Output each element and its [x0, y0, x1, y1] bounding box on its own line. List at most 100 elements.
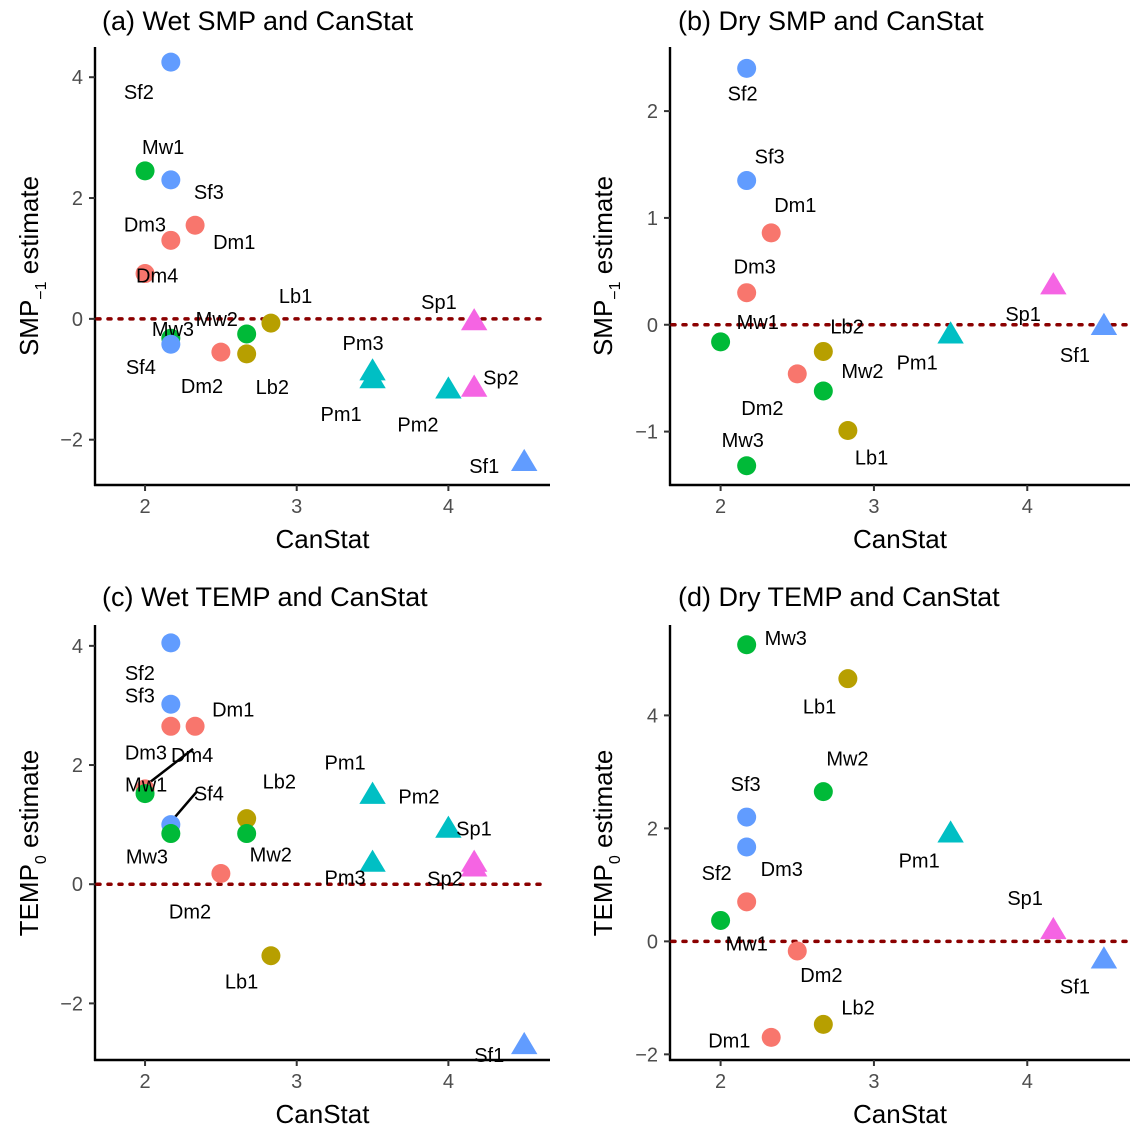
data-point-lb1 [261, 946, 281, 966]
x-tick-label: 3 [868, 496, 879, 518]
data-point-dm4 [135, 264, 155, 284]
x-tick-label: 4 [1022, 496, 1033, 518]
data-point-dm1 [761, 1027, 781, 1047]
point-label-sf3: Sf3 [731, 774, 761, 796]
data-point-sf3 [737, 807, 757, 827]
data-point-pm1 [937, 321, 964, 344]
point-label-dm4: Dm4 [136, 266, 178, 288]
panel-d: (d) Dry TEMP and CanStat 2 3 4 −2 0 2 4 CanStat T… [588, 582, 1130, 1129]
data-point-mw3 [737, 456, 757, 476]
data-point-mw2 [237, 824, 257, 844]
point-label-sf2: Sf2 [125, 663, 155, 685]
point-label-mw3: Mw3 [152, 319, 194, 341]
data-point-dm3 [161, 716, 181, 736]
point-label-pm1: Pm1 [897, 352, 938, 374]
point-label-mw3: Mw3 [765, 628, 807, 650]
data-point-sf3 [161, 694, 181, 714]
y-tick-label: 1 [647, 208, 658, 230]
point-label-sf1: Sf1 [474, 1045, 504, 1067]
data-point-dm1 [185, 716, 205, 736]
point-label-dm3: Dm3 [125, 742, 167, 764]
data-point-pm2 [435, 376, 462, 399]
point-label-dm2: Dm2 [169, 901, 211, 923]
data-point-sf1 [1090, 946, 1118, 969]
data-point-mw3 [161, 824, 181, 844]
data-point-pm2 [435, 815, 462, 838]
data-point-dm1 [185, 215, 205, 235]
x-axis-title: CanStat [276, 524, 371, 554]
data-point-mw1 [135, 161, 155, 181]
x-tick-label: 2 [715, 496, 726, 518]
point-label-dm1: Dm1 [708, 1030, 750, 1052]
y-tick-label: −2 [60, 430, 83, 452]
x-tick-label: 2 [715, 1071, 726, 1093]
data-point-mw3 [737, 635, 757, 655]
point-label-pm1: Pm1 [321, 404, 362, 426]
data-point-sf1 [511, 448, 538, 472]
point-label-sp1: Sp1 [456, 819, 492, 841]
point-label-sp2: Sp2 [427, 868, 463, 890]
data-point-lb2 [813, 341, 833, 361]
panel-a: (a) Wet SMP and CanStat 2 3 4 −2 0 2 4 CanStat SM… [14, 6, 550, 554]
data-point-sf2 [737, 837, 757, 857]
data-point-mw2 [237, 324, 257, 344]
data-point-sp1 [460, 308, 488, 331]
data-point-lb1 [838, 421, 858, 441]
data-point-pm3 [359, 849, 386, 872]
point-label-sp1: Sp1 [1005, 304, 1041, 326]
data-point-lb1 [838, 669, 858, 689]
point-label-dm4: Dm4 [171, 745, 213, 767]
data-point-sp1 [1040, 916, 1067, 940]
y-axis-title: SMP−1 estimate [14, 176, 50, 356]
data-point-pm1 [937, 820, 964, 843]
x-tick-label: 4 [443, 496, 454, 518]
data-point-dm2 [787, 364, 807, 384]
data-point-dm3 [161, 230, 181, 250]
y-tick-label: 2 [647, 101, 658, 123]
data-point-sf1 [511, 1031, 538, 1055]
data-point-sf1 [1090, 312, 1118, 335]
y-axis-title: TEMP0 estimate [588, 750, 624, 937]
point-label-sf3: Sf3 [125, 685, 155, 707]
panel-c: (c) Wet TEMP and CanStat 2 3 4 −2 0 2 4 CanStat T… [14, 582, 550, 1129]
x-tick-label: 3 [291, 496, 302, 518]
point-label-sp1: Sp1 [1007, 888, 1043, 910]
point-label-mw1: Mw1 [726, 933, 768, 955]
point-label-dm2: Dm2 [741, 398, 783, 420]
point-label-dm1: Dm1 [212, 699, 254, 721]
data-point-sp1 [1040, 272, 1067, 295]
x-tick-label: 2 [139, 496, 150, 518]
data-point-lb2 [813, 1014, 833, 1034]
data-point-dm3 [737, 892, 757, 912]
point-label-sf1: Sf1 [1060, 345, 1090, 367]
data-point-dm2 [211, 342, 231, 362]
point-label-pm1: Pm1 [325, 753, 366, 775]
point-label-dm3: Dm3 [124, 214, 166, 236]
point-label-sf3: Sf3 [194, 182, 224, 204]
y-tick-label: −1 [635, 422, 658, 444]
point-label-dm3: Dm3 [734, 257, 776, 279]
label-leader-line [148, 747, 194, 784]
point-label-sf2: Sf2 [728, 83, 758, 105]
point-label-mw2: Mw2 [196, 309, 238, 331]
point-label-dm2: Dm2 [181, 376, 223, 398]
y-axis-title: TEMP0 estimate [14, 750, 50, 937]
data-point-sf2 [737, 58, 757, 78]
point-label-lb1: Lb1 [225, 972, 258, 994]
point-label-pm1: Pm1 [899, 850, 940, 872]
x-axis-title: CanStat [853, 524, 948, 554]
data-point-mw2 [813, 381, 833, 401]
panel-title: (b) Dry SMP and CanStat [678, 6, 984, 36]
y-tick-label: 2 [647, 818, 658, 840]
point-label-lb1: Lb1 [803, 697, 836, 719]
data-point-mw1 [135, 784, 155, 804]
data-point-mw1 [711, 910, 731, 930]
data-point-dm1 [761, 223, 781, 243]
point-label-pm3: Pm3 [343, 333, 384, 355]
point-label-mw1: Mw1 [125, 775, 167, 797]
point-label-sf2: Sf2 [124, 82, 154, 104]
y-tick-label: 4 [647, 705, 658, 727]
y-tick-label: −2 [635, 1044, 658, 1066]
data-point-lb1 [261, 313, 281, 333]
